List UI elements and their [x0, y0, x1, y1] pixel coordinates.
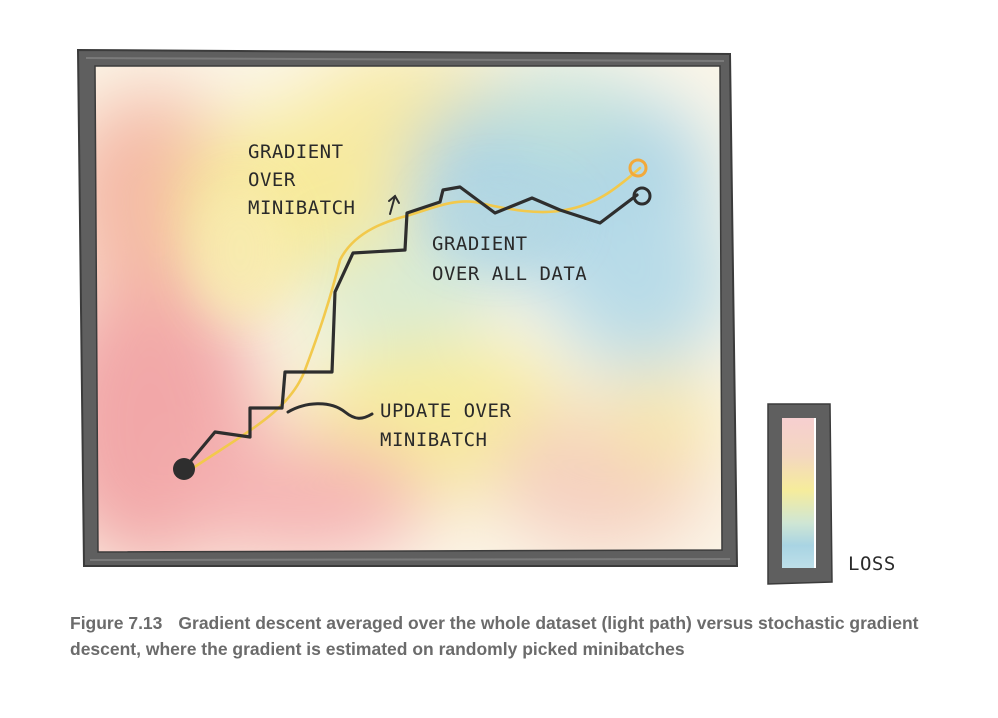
- figure-caption: Figure 7.13 Gradient descent averaged ove…: [70, 610, 980, 662]
- start-point-icon: [173, 458, 195, 480]
- label-line: OVER: [248, 169, 296, 191]
- label-update-over-minibatch: UPDATE OVER MINIBATCH: [380, 400, 511, 451]
- end-full-data-icon: [628, 158, 648, 178]
- landscape-frame: [76, 48, 739, 567]
- update-pointer-line: [286, 402, 374, 420]
- minibatch-path: [183, 185, 639, 470]
- label-line: GRADIENT: [248, 141, 344, 163]
- label-line: OVER ALL DATA: [432, 263, 587, 285]
- end-minibatch-icon: [632, 186, 652, 206]
- label-gradient-over-all-data: GRADIENT OVER ALL DATA: [432, 233, 587, 285]
- label-line: MINIBATCH: [248, 197, 355, 219]
- label-line: GRADIENT: [432, 233, 528, 255]
- label-line: UPDATE OVER: [380, 400, 511, 422]
- loss-landscape-diagram: GRADIENT OVER MINIBATCH GRADIENT OVER AL…: [76, 48, 896, 585]
- caption-text: Gradient descent averaged over the whole…: [70, 613, 919, 659]
- loss-label: LOSS: [848, 553, 896, 575]
- loss-legend-bar: [767, 403, 833, 585]
- loss-landscape-background: [92, 62, 724, 552]
- label-line: MINIBATCH: [380, 429, 487, 451]
- label-arrow-icon: [388, 194, 400, 215]
- label-gradient-over-minibatch: GRADIENT OVER MINIBATCH: [248, 141, 355, 219]
- figure-number: Figure 7.13: [70, 613, 163, 633]
